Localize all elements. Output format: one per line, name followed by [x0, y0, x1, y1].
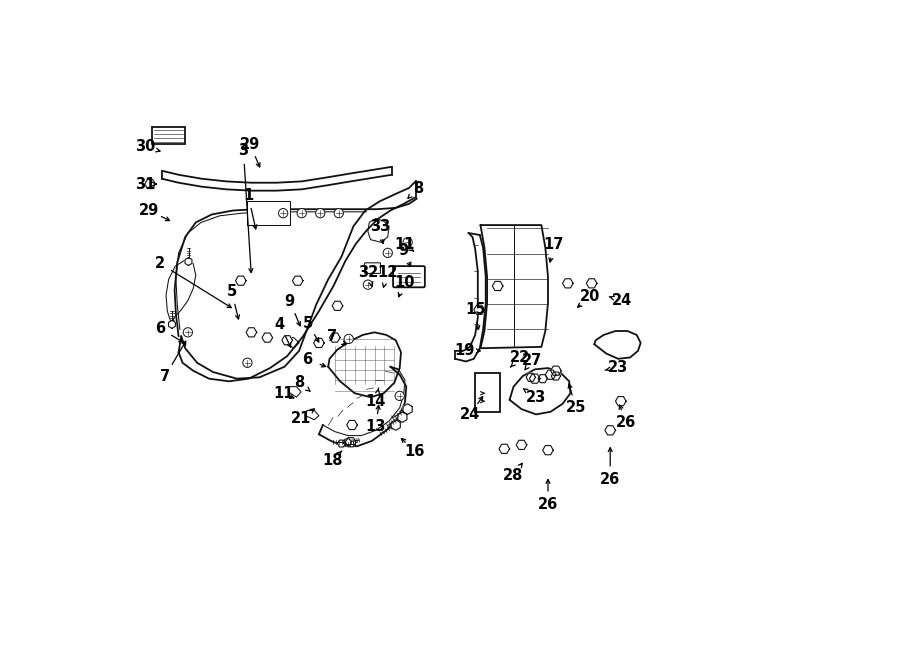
- Polygon shape: [332, 301, 343, 310]
- Polygon shape: [168, 320, 176, 328]
- Polygon shape: [289, 387, 301, 397]
- FancyBboxPatch shape: [475, 373, 500, 412]
- Text: 20: 20: [580, 289, 600, 304]
- Polygon shape: [587, 279, 597, 288]
- Text: 17: 17: [543, 238, 563, 252]
- Polygon shape: [344, 438, 351, 446]
- Text: 2: 2: [155, 256, 165, 271]
- Text: 9: 9: [399, 243, 409, 258]
- Text: 31: 31: [135, 177, 156, 191]
- Text: 16: 16: [405, 444, 425, 459]
- Polygon shape: [543, 446, 553, 455]
- Polygon shape: [562, 279, 573, 288]
- Text: 29: 29: [140, 203, 159, 218]
- Text: 6: 6: [302, 352, 312, 367]
- Polygon shape: [398, 412, 407, 422]
- Text: 5: 5: [227, 284, 237, 299]
- Polygon shape: [605, 426, 616, 435]
- Text: 24: 24: [460, 407, 480, 422]
- FancyBboxPatch shape: [152, 127, 185, 144]
- Circle shape: [316, 209, 325, 218]
- Text: 10: 10: [395, 275, 415, 289]
- Circle shape: [243, 358, 252, 367]
- Circle shape: [344, 334, 354, 344]
- Polygon shape: [526, 373, 536, 381]
- Polygon shape: [529, 374, 540, 383]
- Polygon shape: [282, 336, 292, 345]
- Text: 12: 12: [377, 265, 397, 280]
- Polygon shape: [551, 366, 562, 375]
- Text: 23: 23: [526, 390, 546, 404]
- Text: 29: 29: [240, 137, 260, 152]
- Polygon shape: [286, 338, 299, 348]
- Text: 26: 26: [538, 497, 558, 512]
- Polygon shape: [246, 328, 256, 337]
- Text: 7: 7: [327, 329, 338, 344]
- Text: 21: 21: [291, 411, 311, 426]
- Circle shape: [278, 209, 288, 218]
- Text: 5: 5: [302, 316, 313, 330]
- Polygon shape: [236, 276, 246, 285]
- FancyBboxPatch shape: [364, 263, 381, 273]
- Text: 4: 4: [274, 317, 285, 332]
- Text: 24: 24: [612, 293, 632, 308]
- Circle shape: [383, 248, 392, 258]
- Polygon shape: [473, 305, 484, 314]
- Text: 33: 33: [370, 219, 390, 234]
- Polygon shape: [346, 420, 357, 430]
- Text: 1: 1: [243, 188, 253, 203]
- Text: 30: 30: [135, 140, 156, 154]
- Polygon shape: [616, 397, 626, 406]
- Polygon shape: [346, 438, 356, 447]
- Circle shape: [297, 209, 306, 218]
- Circle shape: [334, 209, 344, 218]
- Text: 11: 11: [273, 387, 293, 401]
- Polygon shape: [545, 370, 556, 379]
- Circle shape: [184, 328, 193, 337]
- Text: 6: 6: [155, 321, 165, 336]
- Polygon shape: [292, 276, 303, 285]
- FancyBboxPatch shape: [393, 266, 425, 287]
- Polygon shape: [392, 420, 400, 430]
- Text: 19: 19: [454, 344, 475, 358]
- Text: 3: 3: [238, 144, 248, 158]
- Text: 13: 13: [365, 420, 386, 434]
- Text: 18: 18: [322, 453, 342, 467]
- Text: 14: 14: [365, 394, 386, 408]
- Text: 26: 26: [616, 415, 636, 430]
- Text: 9: 9: [284, 294, 295, 308]
- Circle shape: [403, 238, 412, 247]
- Polygon shape: [492, 281, 503, 291]
- Text: 15: 15: [465, 303, 485, 317]
- Polygon shape: [185, 258, 192, 265]
- Polygon shape: [499, 444, 509, 453]
- Polygon shape: [166, 261, 196, 326]
- Circle shape: [364, 280, 373, 289]
- Text: 27: 27: [522, 354, 542, 368]
- Polygon shape: [313, 338, 324, 348]
- Polygon shape: [262, 333, 273, 342]
- Polygon shape: [338, 440, 346, 447]
- Polygon shape: [145, 179, 156, 189]
- Text: 11: 11: [395, 238, 415, 252]
- Polygon shape: [538, 375, 547, 383]
- Text: 8: 8: [413, 181, 423, 195]
- Text: 7: 7: [160, 369, 170, 383]
- Text: 28: 28: [503, 468, 523, 483]
- Text: 22: 22: [510, 350, 530, 365]
- Text: 32: 32: [358, 265, 378, 280]
- Polygon shape: [329, 333, 340, 342]
- Text: 25: 25: [565, 401, 586, 415]
- Polygon shape: [306, 410, 319, 420]
- Text: 23: 23: [608, 360, 628, 375]
- Circle shape: [395, 391, 404, 401]
- Text: 26: 26: [600, 472, 620, 487]
- Text: 8: 8: [294, 375, 304, 390]
- FancyBboxPatch shape: [248, 201, 291, 225]
- Polygon shape: [403, 404, 412, 414]
- Polygon shape: [517, 440, 526, 449]
- Polygon shape: [552, 372, 561, 380]
